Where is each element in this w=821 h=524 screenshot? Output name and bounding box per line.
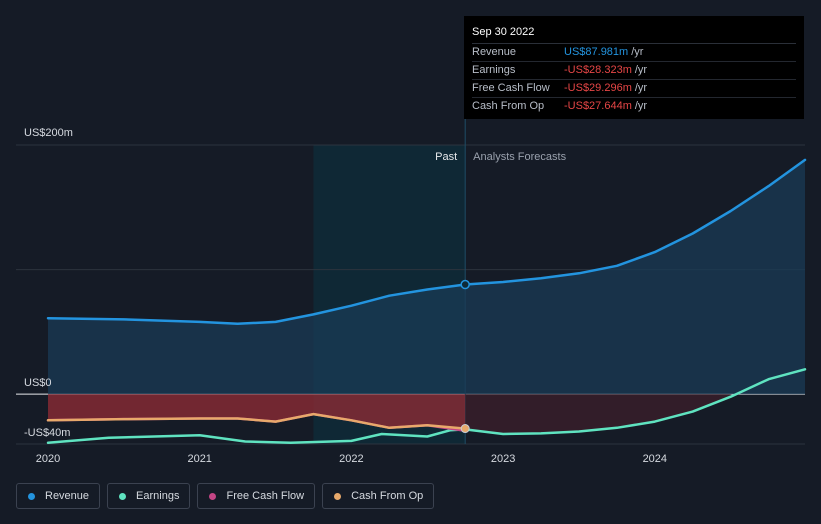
tooltip-row-earnings: Earnings -US$28.323m /yr [472, 62, 796, 80]
legend-label: Earnings [136, 490, 180, 502]
y-axis-label: US$200m [24, 127, 73, 139]
past-label: Past [435, 151, 457, 163]
revenue-area [48, 159, 805, 395]
cash-flow-negative-area [48, 394, 466, 431]
tooltip-label: Revenue [472, 46, 517, 58]
legend: Revenue Earnings Free Cash Flow Cash Fro… [16, 483, 435, 509]
legend-item-free-cash-flow[interactable]: Free Cash Flow [197, 483, 316, 509]
tooltip: Sep 30 2022 Revenue US$87.981m /yr Earni… [464, 16, 804, 119]
tooltip-row-revenue: Revenue US$87.981m /yr [472, 44, 796, 62]
x-axis-tick: 2021 [187, 453, 211, 465]
tooltip-value: -US$27.644m [564, 100, 632, 112]
y-axis-label: US$0 [24, 377, 52, 389]
tooltip-date: Sep 30 2022 [472, 24, 796, 44]
forecast-label: Analysts Forecasts [473, 151, 566, 163]
legend-item-earnings[interactable]: Earnings [107, 483, 191, 509]
legend-label: Free Cash Flow [226, 490, 305, 502]
legend-dot-icon [119, 492, 127, 500]
x-axis-tick: 2024 [643, 453, 667, 465]
tooltip-unit: /yr [634, 82, 648, 94]
tooltip-value: US$87.981m [564, 46, 629, 58]
tooltip-row-free-cash-flow: Free Cash Flow -US$29.296m /yr [472, 80, 796, 98]
tooltip-unit: /yr [631, 46, 644, 58]
legend-dot-icon [334, 492, 342, 500]
cash-from-op-marker [460, 424, 470, 434]
legend-dot-icon [28, 492, 35, 500]
series-line-cash-from-op [46, 412, 467, 430]
tooltip-unit: /yr [634, 64, 648, 76]
legend-label: Revenue [45, 490, 90, 502]
tooltip-label: Cash From Op [472, 100, 545, 112]
tooltip-value: -US$29.296m [564, 82, 632, 94]
x-axis-tick: 2022 [339, 453, 363, 465]
revenue-marker [460, 279, 470, 290]
legend-label: Cash From Op [351, 490, 424, 502]
y-axis-label: -US$40m [24, 427, 70, 439]
legend-item-revenue[interactable]: Revenue [16, 483, 101, 509]
tooltip-unit: /yr [634, 100, 648, 112]
tooltip-value: -US$28.323m [564, 64, 632, 76]
tooltip-row-cash-from-op: Cash From Op -US$27.644m /yr [472, 98, 796, 115]
tooltip-label: Earnings [472, 64, 516, 76]
x-axis-tick: 2023 [491, 453, 515, 465]
legend-dot-icon [209, 492, 217, 500]
legend-item-cash-from-op[interactable]: Cash From Op [322, 483, 435, 509]
earnings-negative-area [465, 394, 731, 434]
tooltip-label: Free Cash Flow [472, 82, 550, 94]
x-axis-tick: 2020 [36, 453, 60, 465]
